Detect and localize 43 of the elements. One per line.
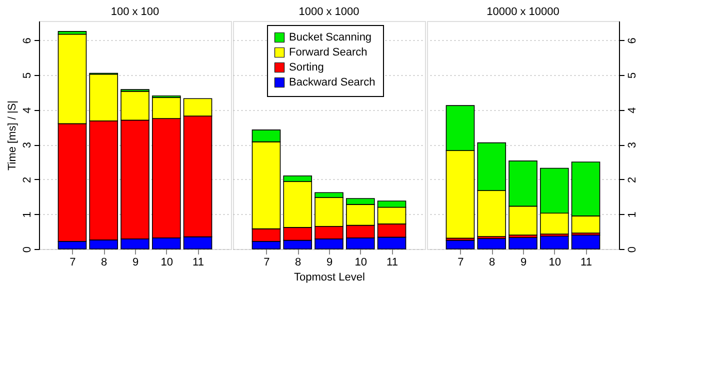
y-tick-label: 0 — [22, 246, 34, 253]
bar — [477, 238, 506, 250]
x-tick-label: 7 — [458, 256, 464, 268]
y-tick-label: 6 — [22, 38, 34, 44]
legend-label: Sorting — [289, 62, 324, 74]
bar — [540, 236, 569, 250]
x-axis-title: Topmost Level — [294, 272, 365, 284]
x-tick-label: 7 — [70, 256, 76, 268]
x-tick-label: 9 — [326, 256, 333, 268]
bar — [508, 237, 538, 250]
x-tick-label: 11 — [386, 256, 398, 268]
legend-label: Forward Search — [289, 46, 368, 58]
bar — [571, 234, 600, 250]
y2-tick-label: 2 — [626, 176, 638, 183]
y2-tick-label: 5 — [626, 72, 638, 79]
x-tick-label: 8 — [101, 256, 108, 268]
y-tick-label: 1 — [22, 212, 34, 218]
y-tick-label: 4 — [22, 107, 34, 114]
x-tick-label: 10 — [160, 256, 174, 268]
y-tick-label: 3 — [22, 142, 34, 148]
y2-tick-label: 3 — [626, 142, 638, 148]
chart-title: 100 x 100 — [110, 6, 160, 18]
legend-label: Backward Search — [289, 76, 376, 88]
x-tick-label: 11 — [192, 256, 204, 268]
x-tick-label: 9 — [520, 256, 527, 268]
y2-tick-label: 6 — [626, 38, 638, 44]
y2-tick-label: 1 — [626, 212, 638, 218]
y-tick-label: 2 — [22, 176, 34, 183]
x-tick-label: 10 — [354, 256, 368, 268]
y2-tick-label: 0 — [626, 246, 638, 253]
y-tick-label: 5 — [22, 72, 34, 79]
legend-label: Bucket Scanning — [289, 32, 372, 44]
chart-title: 10000 x 10000 — [486, 6, 560, 18]
y2-tick-label: 4 — [626, 107, 638, 114]
bar — [446, 240, 475, 250]
x-tick-label: 7 — [264, 256, 270, 268]
y-axis-title: Time [ms] / |S| — [6, 100, 18, 171]
x-tick-label: 11 — [580, 256, 592, 268]
x-tick-label: 8 — [295, 256, 302, 268]
x-tick-label: 9 — [132, 256, 139, 268]
x-tick-label: 10 — [548, 256, 562, 268]
chart-title: 1000 x 1000 — [298, 6, 360, 18]
x-tick-label: 8 — [489, 256, 496, 268]
